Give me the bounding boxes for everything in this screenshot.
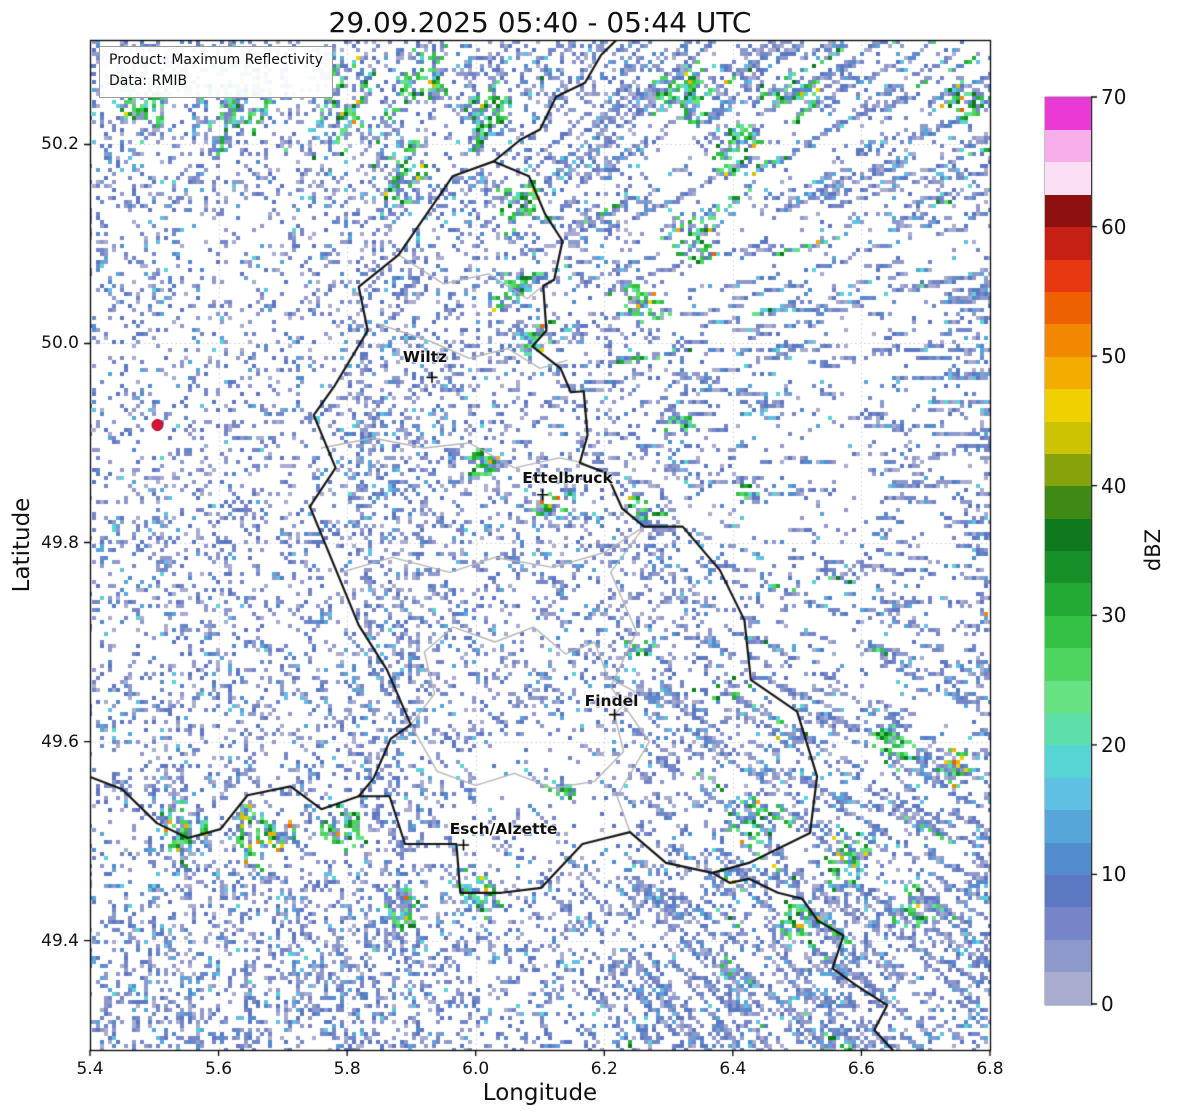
city-label: Wiltz — [402, 348, 448, 367]
colorbar-segment — [1045, 194, 1091, 228]
colorbar-segment — [1045, 582, 1091, 616]
colorbar-segment — [1045, 939, 1091, 973]
product-line: Product: Maximum Reflectivity — [109, 52, 323, 68]
colorbar-tick-label: 70 — [1101, 85, 1127, 109]
colorbar-tick-label: 20 — [1101, 732, 1127, 757]
data-source-line: Data: RMIB — [109, 73, 188, 89]
figure-title: 29.09.2025 05:40 - 05:44 UTC — [328, 6, 752, 39]
colorbar-segment — [1045, 712, 1091, 746]
y-tick-label: 49.8 — [41, 532, 79, 553]
x-tick-label: 5.6 — [205, 1059, 233, 1079]
colorbar-segment — [1045, 615, 1091, 649]
colorbar-segment — [1045, 809, 1091, 843]
colorbar-segment — [1045, 388, 1091, 422]
x-tick-label: 5.8 — [333, 1059, 361, 1079]
colorbar-segment — [1045, 647, 1091, 681]
colorbar-unit-label: dBZ — [1141, 528, 1165, 572]
colorbar-segment — [1045, 906, 1091, 940]
colorbar-tick-label: 30 — [1101, 603, 1127, 628]
y-tick-label: 49.4 — [41, 930, 79, 951]
y-axis-label: Latitude — [9, 497, 35, 593]
colorbar-tick-label: 60 — [1101, 214, 1127, 239]
colorbar-segment — [1045, 420, 1091, 454]
x-tick-label: 6.8 — [976, 1059, 1004, 1079]
x-tick-label: 6.0 — [462, 1059, 490, 1079]
colorbar-segment — [1045, 258, 1091, 292]
colorbar-segment — [1045, 356, 1091, 390]
colorbar-segment — [1045, 777, 1091, 811]
colorbar-segment — [1045, 129, 1091, 163]
x-tick-label: 6.4 — [719, 1059, 747, 1079]
colorbar-segment — [1045, 485, 1091, 519]
x-tick-label: 6.2 — [590, 1059, 618, 1079]
city-label: Esch/Alzette — [449, 820, 558, 838]
colorbar-segment — [1045, 518, 1091, 552]
y-tick-label: 50.0 — [41, 333, 79, 354]
colorbar-segment — [1045, 97, 1091, 130]
x-tick-label: 6.6 — [847, 1059, 875, 1079]
y-tick-label: 49.6 — [41, 731, 79, 752]
city-label: Findel — [584, 691, 639, 710]
colorbar-tick-label: 40 — [1101, 473, 1127, 498]
colorbar-segment — [1045, 453, 1091, 487]
colorbar-segment — [1045, 971, 1091, 1005]
product-info-box: Product: Maximum Reflectivity Data: RMIB — [99, 46, 333, 98]
colorbar-segment — [1045, 291, 1091, 325]
colorbar-segment — [1045, 744, 1091, 778]
x-axis-label: Longitude — [482, 1080, 598, 1106]
colorbar-tick-label: 50 — [1101, 344, 1127, 369]
city-label: Ettelbruck — [522, 468, 613, 487]
x-tick-label: 5.4 — [76, 1059, 104, 1079]
colorbar — [1045, 97, 1091, 1005]
colorbar-segment — [1045, 874, 1091, 908]
y-tick-label: 50.2 — [41, 134, 79, 155]
colorbar-segment — [1045, 550, 1091, 584]
colorbar-segment — [1045, 842, 1091, 876]
colorbar-segment — [1045, 226, 1091, 260]
colorbar-segment — [1045, 680, 1091, 714]
colorbar-segment — [1045, 323, 1091, 357]
colorbar-tick-label: 0 — [1101, 992, 1114, 1016]
colorbar-segment — [1045, 161, 1091, 195]
colorbar-tick-label: 10 — [1101, 862, 1127, 887]
